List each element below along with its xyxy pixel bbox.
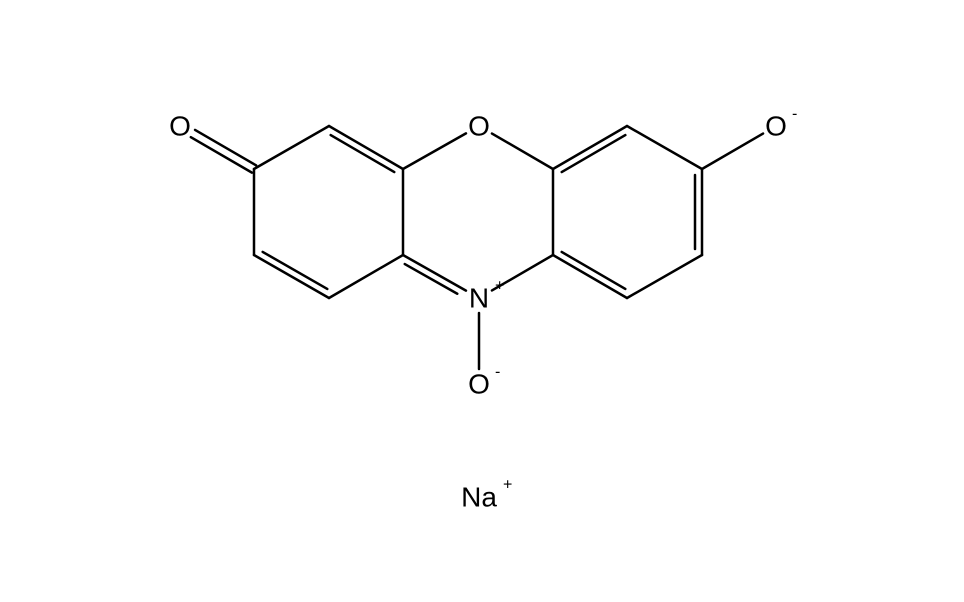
bond: [191, 137, 252, 172]
bond: [403, 133, 466, 169]
bond: [553, 126, 627, 169]
bond: [627, 255, 702, 298]
bond: [329, 255, 403, 298]
bond: [329, 126, 403, 169]
bonds-layer: [191, 126, 763, 369]
bond: [254, 126, 329, 169]
bond: [562, 135, 626, 172]
atom-charge: -: [792, 106, 797, 123]
atom-label: O: [765, 111, 787, 142]
atom-O_right: O-: [765, 106, 797, 142]
bond: [627, 126, 702, 169]
atom-label: O: [468, 369, 490, 400]
atom-label: Na: [461, 482, 497, 513]
atom-O_top: O: [468, 111, 490, 142]
bond: [553, 255, 627, 298]
atom-label: O: [468, 111, 490, 142]
bond: [405, 264, 458, 294]
bond: [492, 134, 553, 169]
atom-charge: -: [495, 364, 500, 381]
atom-O_bottom: O-: [468, 364, 500, 400]
bond: [263, 252, 328, 289]
bond: [331, 135, 395, 172]
atom-N_center: N+: [469, 278, 504, 314]
atom-label: O: [169, 111, 191, 142]
bond: [254, 255, 329, 298]
atom-charge: +: [503, 477, 512, 494]
atoms-layer: OOO-N+O-Na+: [169, 106, 797, 513]
bond: [195, 130, 256, 165]
atom-label: N: [469, 283, 489, 314]
atom-charge: +: [495, 278, 504, 295]
bond: [562, 252, 626, 289]
atom-O_left: O: [169, 111, 191, 142]
chemical-structure-diagram: OOO-N+O-Na+: [0, 0, 964, 602]
bond: [403, 255, 466, 291]
atom-Na: Na +: [461, 477, 512, 513]
bond: [702, 134, 763, 169]
